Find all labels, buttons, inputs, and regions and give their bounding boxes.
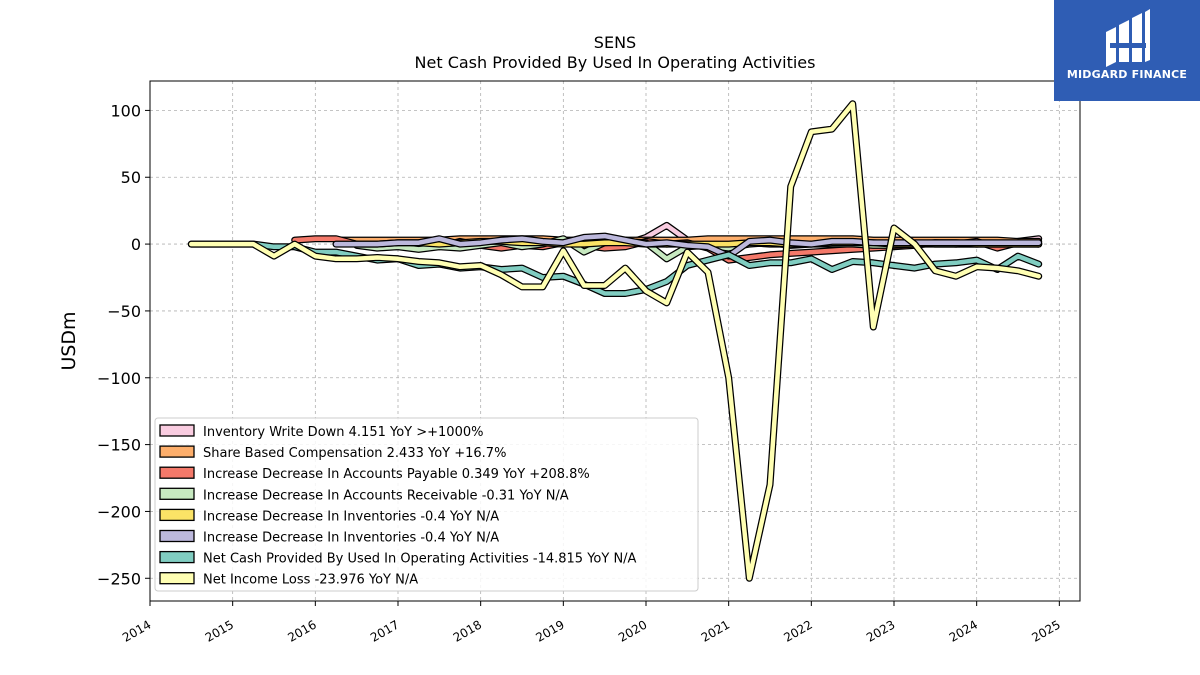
legend-swatch <box>159 550 195 564</box>
legend-swatch <box>159 529 195 543</box>
y-tick-label: 50 <box>121 168 141 187</box>
y-tick-label: −150 <box>97 436 141 455</box>
legend-swatch <box>159 424 195 437</box>
legend-label: Increase Decrease In Accounts Receivable… <box>203 488 569 503</box>
x-tick-label: 2024 <box>947 617 980 644</box>
legend-swatch <box>159 508 195 522</box>
y-axis-label: USDm <box>58 311 80 370</box>
logo-mark-icon <box>1106 9 1150 67</box>
series-layer <box>187 100 1043 582</box>
y-tick-label: −200 <box>97 502 141 521</box>
legend-label: Increase Decrease In Inventories -0.4 Yo… <box>203 531 499 546</box>
legend-label: Inventory Write Down 4.151 YoY >+1000% <box>203 425 483 440</box>
series-line <box>333 233 1041 259</box>
legend-swatch <box>159 445 195 458</box>
x-tick-label: 2014 <box>120 617 153 644</box>
legend-label: Share Based Compensation 2.433 YoY +16.7… <box>203 446 506 461</box>
logo-text: MIDGARD FINANCE <box>1066 68 1188 81</box>
y-axis-ticks: 100 50 0 −50 −100 −150 −200 −250 <box>97 101 150 588</box>
chart-subtitle: Net Cash Provided By Used In Operating A… <box>415 53 816 72</box>
legend: Inventory Write Down 4.151 YoY >+1000% Sh… <box>154 417 699 592</box>
y-tick-label: 0 <box>131 235 141 254</box>
series-line <box>189 241 1041 296</box>
x-tick-label: 2020 <box>616 617 649 644</box>
x-tick-label: 2025 <box>1029 617 1062 644</box>
series-7 <box>187 100 1043 582</box>
legend-label: Net Cash Provided By Used In Operating A… <box>203 552 637 567</box>
x-tick-label: 2022 <box>781 617 814 644</box>
legend-label: Increase Decrease In Inventories -0.4 Yo… <box>203 509 499 524</box>
y-tick-label: −100 <box>97 369 141 388</box>
chart-title: SENS <box>594 33 636 52</box>
midgard-finance-logo: MIDGARD FINANCE <box>1054 0 1200 101</box>
y-tick-label: −250 <box>97 569 141 588</box>
legend-swatch <box>159 466 195 479</box>
x-tick-label: 2019 <box>533 617 566 644</box>
series-line <box>189 101 1041 581</box>
legend-label: Increase Decrease In Accounts Payable 0.… <box>203 467 590 482</box>
series-6 <box>187 240 1043 297</box>
legend-box <box>154 417 699 592</box>
legend-swatch <box>159 572 195 585</box>
x-tick-label: 2021 <box>699 617 732 644</box>
x-tick-label: 2017 <box>368 617 401 644</box>
x-tick-label: 2018 <box>451 617 484 644</box>
x-tick-label: 2023 <box>864 617 897 644</box>
series-5 <box>332 232 1043 260</box>
legend-swatch <box>159 487 195 500</box>
axes <box>149 80 1081 602</box>
y-tick-label: 100 <box>110 101 141 120</box>
plot-frame <box>149 80 1081 602</box>
legend-label: Net Income Loss -23.976 YoY N/A <box>203 573 418 588</box>
x-tick-label: 2015 <box>203 617 236 644</box>
y-tick-label: −50 <box>107 302 141 321</box>
x-axis-ticks: 2014 2015 2016 2017 2018 2019 2020 2021 2022 2023… <box>120 601 1063 645</box>
x-tick-label: 2016 <box>285 617 318 644</box>
